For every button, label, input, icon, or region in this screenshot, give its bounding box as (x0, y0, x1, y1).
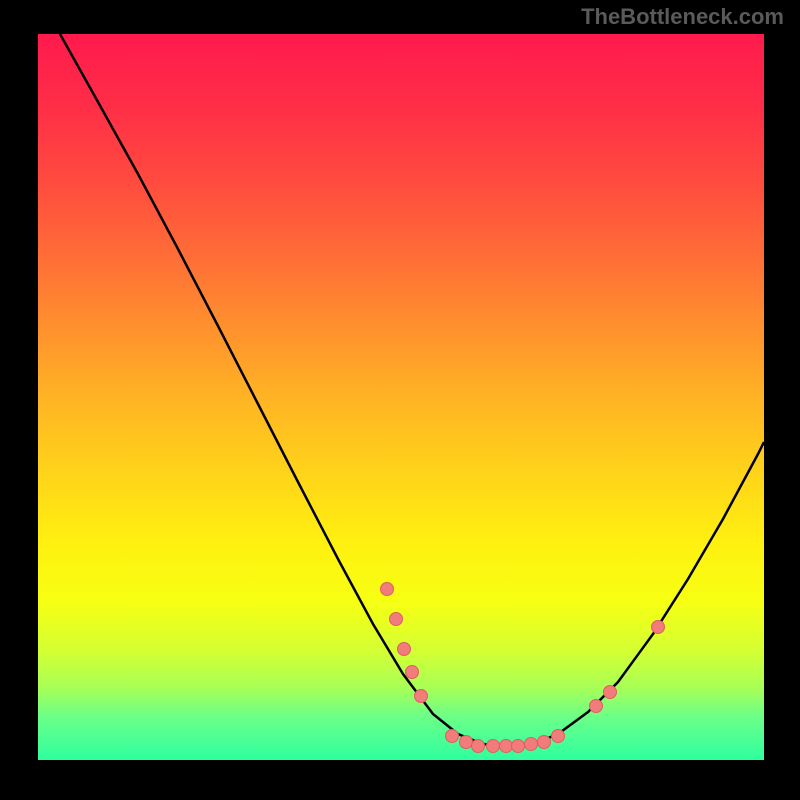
curve-marker (538, 736, 551, 749)
plot-svg (38, 34, 764, 760)
curve-marker (552, 730, 565, 743)
curve-marker (446, 730, 459, 743)
curve-marker (604, 686, 617, 699)
curve-marker (415, 690, 428, 703)
curve-marker (381, 583, 394, 596)
curve-marker (460, 736, 473, 749)
curve-marker (398, 643, 411, 656)
curve-marker (512, 740, 525, 753)
plot-area (38, 34, 764, 760)
curve-marker (406, 666, 419, 679)
curve-marker (500, 740, 513, 753)
curve-marker (652, 621, 665, 634)
curve-marker (525, 738, 538, 751)
curve-marker (487, 740, 500, 753)
curve-marker (590, 700, 603, 713)
chart-container: TheBottleneck.com (0, 0, 800, 800)
watermark-text: TheBottleneck.com (581, 4, 784, 30)
curve-marker (390, 613, 403, 626)
curve-marker (472, 740, 485, 753)
